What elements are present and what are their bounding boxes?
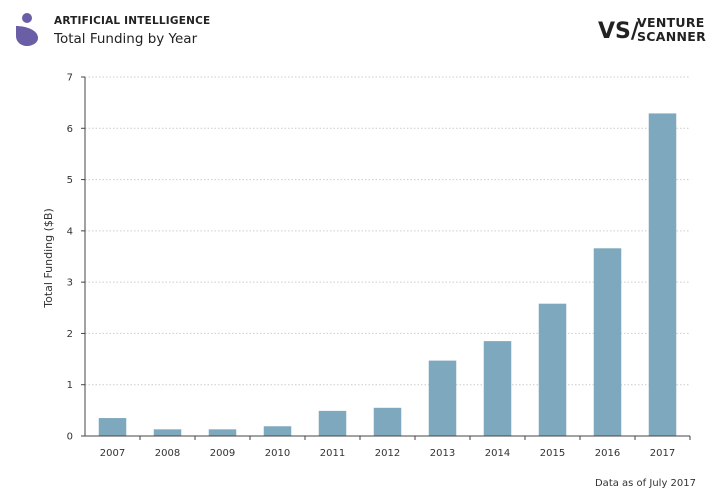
x-tick-label: 2011 — [320, 448, 345, 459]
x-tick-label: 2017 — [650, 448, 675, 459]
x-tick-label: 2010 — [265, 448, 290, 459]
y-tick-label: 6 — [67, 124, 73, 135]
y-tick-label: 7 — [67, 73, 73, 84]
data-date-footnote: Data as of July 2017 — [594, 478, 696, 489]
axes — [81, 76, 691, 440]
category-icon — [16, 13, 38, 46]
chart-title: Total Funding by Year — [54, 31, 198, 47]
logo-line-2: SCANNER — [637, 29, 707, 44]
bar-2015 — [538, 303, 567, 436]
y-tick-label: 0 — [67, 432, 73, 443]
bar-2011 — [318, 410, 347, 436]
bar-2014 — [483, 341, 512, 436]
x-tick-label: 2014 — [485, 448, 510, 459]
x-tick-label: 2007 — [100, 448, 125, 459]
tick-labels: 0 1 2 3 4 5 6 7 2007 2008 2009 2010 2011 2012 2013 2014… — [67, 73, 676, 460]
y-tick-label: 3 — [67, 278, 73, 289]
bar-2008 — [153, 429, 182, 436]
gridlines — [85, 76, 690, 386]
category-label: ARTIFICIAL INTELLIGENCE — [54, 15, 211, 27]
x-tick-label: 2016 — [595, 448, 620, 459]
x-tick-label: 2013 — [430, 448, 455, 459]
y-tick-label: 5 — [67, 175, 73, 186]
bar-2013 — [428, 360, 457, 436]
bar-2012 — [373, 407, 402, 436]
x-tick-label: 2009 — [210, 448, 235, 459]
logo-wordmark: VENTURE SCANNER — [637, 16, 706, 44]
venture-scanner-logo: VS/ — [598, 19, 640, 44]
bar-2007 — [98, 418, 127, 436]
bar-2017 — [648, 113, 677, 437]
bar-2009 — [208, 429, 237, 436]
y-axis-title: Total Funding ($B) — [42, 208, 55, 308]
logo-line-1: VENTURE — [637, 15, 705, 30]
bars — [98, 113, 677, 437]
y-tick-label: 1 — [67, 380, 73, 391]
x-tick-label: 2015 — [540, 448, 565, 459]
y-tick-label: 2 — [67, 329, 73, 340]
bar-2016 — [593, 248, 622, 436]
x-tick-label: 2012 — [375, 448, 400, 459]
y-tick-label: 4 — [67, 226, 73, 237]
bar-2010 — [263, 426, 292, 436]
logo-mark: VS/ — [598, 19, 640, 44]
x-tick-label: 2008 — [155, 448, 180, 459]
